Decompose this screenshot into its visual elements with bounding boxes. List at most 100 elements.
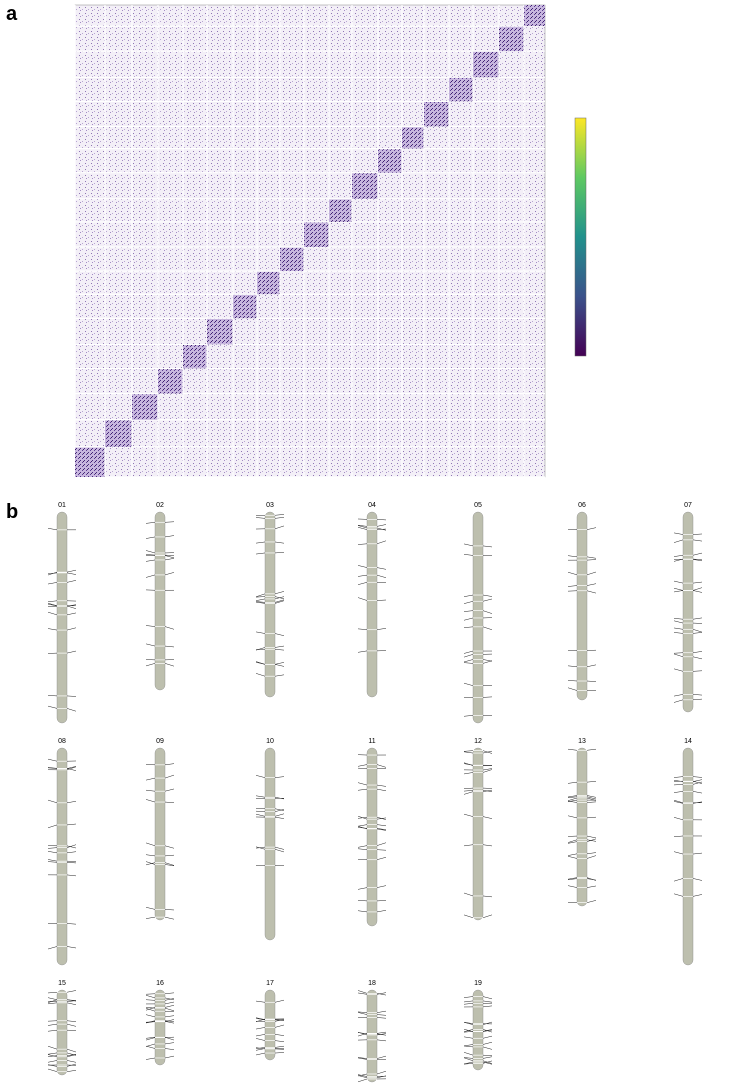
linkage-group-name: 10 [266, 738, 274, 745]
marker-connector [47, 767, 58, 769]
marker-connector [255, 598, 266, 601]
marker-connector [66, 851, 77, 854]
marker-connector [567, 665, 578, 668]
chromosome-bar [154, 989, 166, 1066]
marker-connector [482, 610, 493, 614]
panel-label: b [6, 501, 18, 523]
marker-connector [673, 776, 684, 778]
marker-connector [164, 909, 175, 911]
marker-connector [357, 1074, 368, 1077]
marker-connector [673, 618, 684, 620]
marker-connector [66, 569, 77, 573]
marker-connector [482, 1035, 493, 1039]
marker-connector [357, 1057, 368, 1060]
marker-connector [274, 664, 285, 667]
marker-connector [567, 571, 578, 576]
marker-connector [586, 855, 597, 859]
marker-connector [376, 540, 387, 545]
chromosome-bar [472, 747, 484, 921]
marker-connector [145, 1014, 156, 1018]
marker-connector [692, 629, 703, 633]
marker-connector [463, 762, 474, 766]
marker-connector [145, 554, 156, 556]
marker-connector [463, 650, 474, 654]
marker-connector [66, 1054, 77, 1058]
marker-connector [66, 946, 77, 949]
marker-connector [463, 1057, 474, 1062]
marker-connector [47, 705, 58, 709]
marker-connector [463, 654, 474, 658]
marker-connector [463, 682, 474, 686]
marker-connector [66, 1020, 77, 1022]
marker-connector [164, 1020, 175, 1022]
marker-connector [463, 1044, 474, 1047]
chromosome-bar [264, 511, 276, 698]
marker-connector [274, 674, 285, 677]
marker-connector [164, 1010, 175, 1013]
marker-connector [673, 799, 684, 804]
marker-connector [47, 799, 58, 804]
marker-connector [164, 555, 175, 559]
marker-connector [357, 524, 368, 527]
marker-connector [255, 1018, 266, 1022]
marker-connector [482, 545, 493, 548]
diagonal-block [424, 101, 449, 127]
marker-connector [274, 599, 285, 603]
marker-connector [463, 1036, 474, 1039]
marker-connector [66, 1002, 77, 1005]
marker-connector [66, 1054, 77, 1056]
marker-connector [47, 603, 58, 607]
marker-connector [463, 772, 474, 775]
marker-connector [463, 617, 474, 621]
marker-connector [47, 999, 58, 1003]
marker-connector [357, 1011, 368, 1013]
marker-connector [482, 626, 493, 631]
marker-connector [692, 651, 703, 653]
marker-connector [482, 750, 493, 754]
marker-connector [66, 844, 77, 848]
marker-connector [586, 900, 597, 903]
marker-connector [357, 1057, 368, 1059]
chromosome-bar [154, 747, 166, 921]
marker-connector [255, 601, 266, 603]
marker-connector [376, 1033, 387, 1036]
marker-connector [673, 784, 684, 786]
marker-connector [47, 1002, 58, 1005]
marker-connector [692, 587, 703, 591]
marker-connector [482, 660, 493, 664]
marker-connector [357, 597, 368, 601]
marker-connector [692, 776, 703, 778]
marker-connector [692, 632, 703, 634]
marker-connector [463, 1052, 474, 1056]
linkage-group-name: 08 [58, 738, 66, 745]
marker-connector [376, 1014, 387, 1016]
linkage-group-name: 01 [58, 502, 66, 509]
marker-connector [164, 997, 175, 1001]
marker-connector [463, 1031, 474, 1033]
marker-connector [376, 527, 387, 531]
marker-connector [692, 894, 703, 897]
marker-connector [164, 1007, 175, 1012]
marker-connector [586, 556, 597, 559]
marker-connector [255, 515, 266, 517]
diagonal-block [304, 221, 329, 248]
marker-connector [145, 1036, 156, 1039]
marker-connector [145, 777, 156, 781]
marker-connector [586, 583, 597, 586]
marker-connector [47, 600, 58, 603]
marker-connector [567, 585, 578, 587]
marker-connector [255, 1000, 266, 1003]
marker-connector [376, 1017, 387, 1019]
marker-connector [164, 864, 175, 866]
marker-connector [357, 582, 368, 585]
diagonal-block [499, 26, 524, 52]
marker-connector [376, 599, 387, 601]
marker-connector [47, 602, 58, 606]
marker-connector [692, 698, 703, 701]
marker-connector [376, 1055, 387, 1059]
linkage-group-name: 17 [266, 980, 274, 987]
heatmap-blocks [74, 5, 545, 478]
marker-connector [145, 1007, 156, 1011]
marker-connector [274, 662, 285, 665]
